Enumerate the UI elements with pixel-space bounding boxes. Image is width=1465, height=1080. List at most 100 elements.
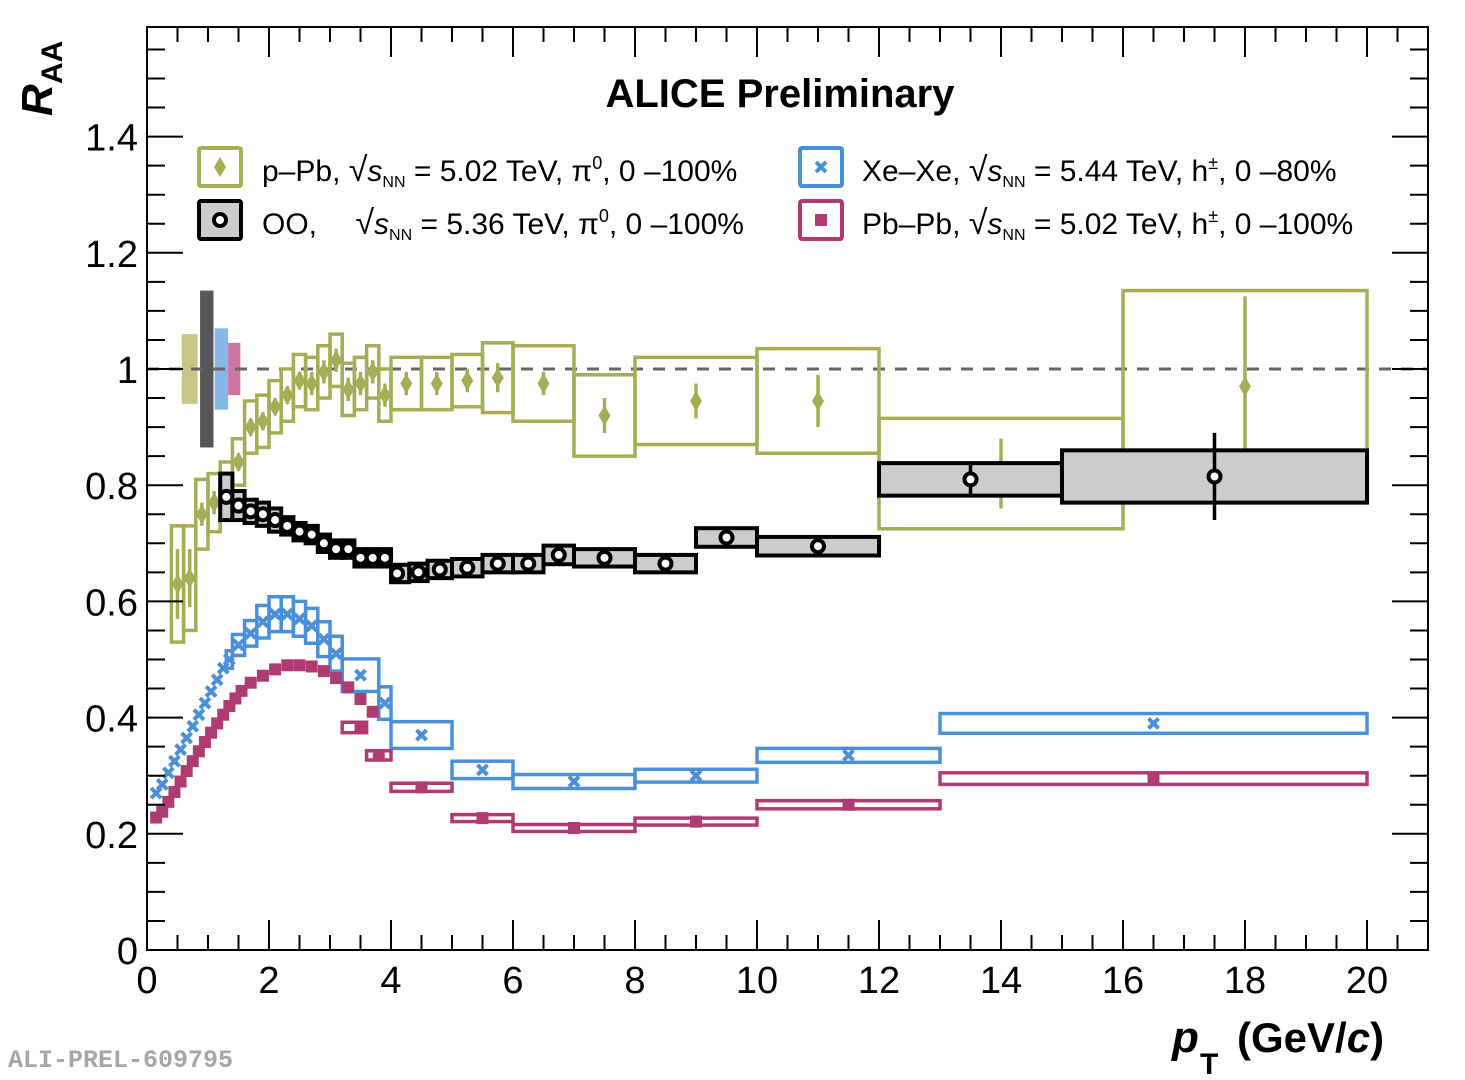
sys-error-box xyxy=(377,685,393,722)
data-point-marker xyxy=(372,749,385,762)
data-point-marker xyxy=(155,778,169,791)
sys-error-box xyxy=(389,719,454,751)
x-tick-label: 4 xyxy=(380,960,401,1002)
data-point-marker xyxy=(415,781,428,794)
data-point-marker xyxy=(330,672,343,685)
data-point-marker xyxy=(198,696,212,710)
data-point-marker xyxy=(537,373,550,394)
legend-s: s xyxy=(987,155,1002,188)
data-point-marker xyxy=(962,471,979,488)
legend: p–Pb, √sNN = 5.02 TeV, π0, 0 –100% OO, √s… xyxy=(197,146,1353,244)
series-pb-pb xyxy=(150,659,1369,834)
data-point-marker xyxy=(192,745,205,758)
legend-energy: = 5.02 TeV, h xyxy=(1026,208,1209,241)
legend-system: p–Pb, xyxy=(262,155,349,188)
x-tick-label: 14 xyxy=(980,960,1022,1002)
y-axis-label: R AA xyxy=(13,41,69,116)
legend-centrality: , 0 –100% xyxy=(602,155,737,188)
data-point-marker xyxy=(281,659,294,672)
axis-tick-labels: 0 2 4 6 8 10 12 14 16 18 20 0 0.2 0.4 0.6 0.8 1 1.2 1.4 xyxy=(85,118,1388,1002)
sqrt-symbol: √ xyxy=(969,151,988,189)
data-point-marker xyxy=(183,568,196,589)
data-point-marker xyxy=(186,755,199,768)
data-point-marker xyxy=(567,775,581,788)
data-point-marker xyxy=(410,564,427,581)
data-point-marker xyxy=(208,492,221,513)
sys-error-box xyxy=(755,746,942,765)
data-point-marker xyxy=(389,565,406,582)
data-point-marker xyxy=(812,390,824,411)
legend-entry-p-pb: p–Pb, √sNN = 5.02 TeV, π0, 0 –100% xyxy=(197,146,737,191)
legend-energy: = 5.02 TeV, π xyxy=(406,155,593,188)
x-tick-label: 8 xyxy=(624,960,645,1002)
data-point-marker xyxy=(378,696,392,710)
legend-marker xyxy=(214,157,226,177)
data-point-marker xyxy=(222,653,236,666)
data-point-marker xyxy=(232,638,245,652)
data-series-layer xyxy=(149,288,1369,834)
data-point-marker xyxy=(476,763,489,777)
sys-error-box xyxy=(328,634,344,673)
data-point-marker xyxy=(256,411,269,432)
data-point-marker xyxy=(461,370,474,391)
x-tick-label: 2 xyxy=(258,960,279,1002)
data-point-marker xyxy=(232,451,245,472)
normalization-box-p-pb xyxy=(181,334,198,404)
data-point-marker xyxy=(305,373,318,394)
data-point-marker xyxy=(305,660,318,673)
data-point-marker xyxy=(317,632,331,646)
data-point-marker xyxy=(810,538,826,555)
data-point-marker xyxy=(281,385,294,406)
data-point-marker xyxy=(198,736,211,749)
x-tick-label: 12 xyxy=(858,960,900,1002)
x-axis-unit-open: (GeV/ xyxy=(1237,1014,1347,1061)
legend-label: Pb–Pb, √sNN = 5.02 TeV, h±, 0 –100% xyxy=(862,204,1353,244)
legend-subscript: NN xyxy=(1002,227,1025,244)
sys-error-box xyxy=(938,711,1369,736)
data-point-marker xyxy=(842,748,855,762)
sys-error-box xyxy=(450,759,515,781)
data-point-marker xyxy=(366,361,379,382)
data-point-marker xyxy=(256,615,270,629)
y-axis-label-sub: AA xyxy=(36,41,69,84)
data-point-marker xyxy=(180,731,194,745)
data-point-marker xyxy=(242,503,259,520)
data-point-marker xyxy=(218,488,235,505)
y-tick-label: 1 xyxy=(117,350,138,392)
data-point-marker xyxy=(171,573,184,594)
sys-error-box xyxy=(181,524,198,633)
legend-label: Xe–Xe, √sNN = 5.44 TeV, h±, 0 –80% xyxy=(862,151,1337,191)
data-point-marker xyxy=(293,659,306,672)
legend-label: OO, √sNN = 5.36 TeV, π0, 0 –100% xyxy=(262,204,744,244)
legend-system: Xe–Xe, xyxy=(862,155,969,188)
x-axis-label-sub: T xyxy=(1200,1048,1218,1080)
data-point-marker xyxy=(279,517,296,534)
data-point-marker xyxy=(568,821,580,834)
legend-entry-oo: OO, √sNN = 5.36 TeV, π0, 0 –100% xyxy=(197,199,744,244)
data-point-marker xyxy=(366,705,379,718)
data-point-marker xyxy=(690,815,702,828)
data-point-marker xyxy=(842,798,855,811)
data-point-marker xyxy=(1239,376,1251,397)
sys-error-box xyxy=(755,346,881,455)
data-point-marker xyxy=(269,396,282,417)
data-point-marker xyxy=(329,647,343,661)
sys-error-box xyxy=(224,649,235,670)
y-tick-label: 0.6 xyxy=(85,582,138,624)
data-point-marker xyxy=(317,361,330,382)
data-point-marker xyxy=(205,726,218,739)
x-tick-label: 16 xyxy=(1102,960,1144,1002)
legend-superscript: ± xyxy=(1208,153,1218,173)
data-point-marker xyxy=(186,719,200,733)
data-point-marker xyxy=(400,373,413,394)
data-point-marker xyxy=(596,549,613,566)
data-point-marker xyxy=(476,812,489,825)
data-point-marker xyxy=(459,559,476,576)
data-point-marker xyxy=(256,669,269,682)
axis-ticks xyxy=(146,27,1429,951)
y-tick-label: 0 xyxy=(117,931,138,973)
data-point-marker xyxy=(192,708,206,722)
x-axis-unit-close: ) xyxy=(1370,1014,1384,1061)
x-tick-label: 6 xyxy=(502,960,523,1002)
data-point-marker xyxy=(330,350,343,371)
